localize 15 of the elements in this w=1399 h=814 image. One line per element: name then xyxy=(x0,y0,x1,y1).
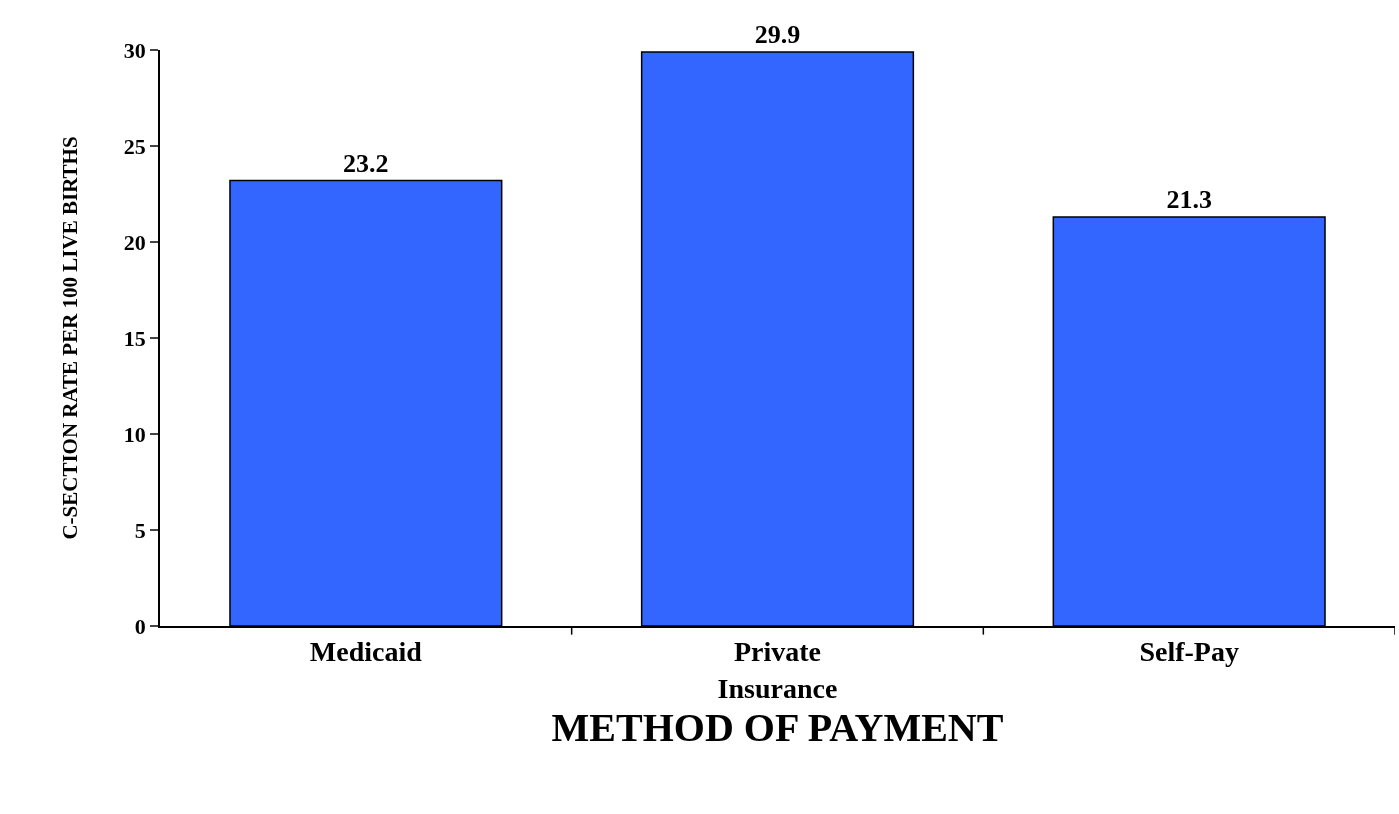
data-label: 21.3 xyxy=(1166,185,1212,215)
y-tick-label: 20 xyxy=(123,229,146,255)
x-axis-title: METHOD OF PAYMENT xyxy=(551,704,1004,750)
y-tick-label: 25 xyxy=(123,133,146,159)
data-label: 29.9 xyxy=(754,19,801,49)
x-tick-label: Self-Pay xyxy=(1139,636,1239,668)
y-tick-label: 5 xyxy=(134,517,146,543)
x-tick-label: Private Insurance xyxy=(717,636,838,704)
y-axis-title: C-SECTION RATE PER 100 LIVE BIRTHS xyxy=(58,136,83,540)
y-tick-label: 0 xyxy=(134,613,146,639)
data-label: 23.2 xyxy=(343,148,389,178)
y-tick-label: 10 xyxy=(123,421,146,447)
y-tick-label: 30 xyxy=(123,37,146,63)
y-tick-label: 15 xyxy=(123,325,146,351)
x-tick-label: Medicaid xyxy=(309,636,423,668)
